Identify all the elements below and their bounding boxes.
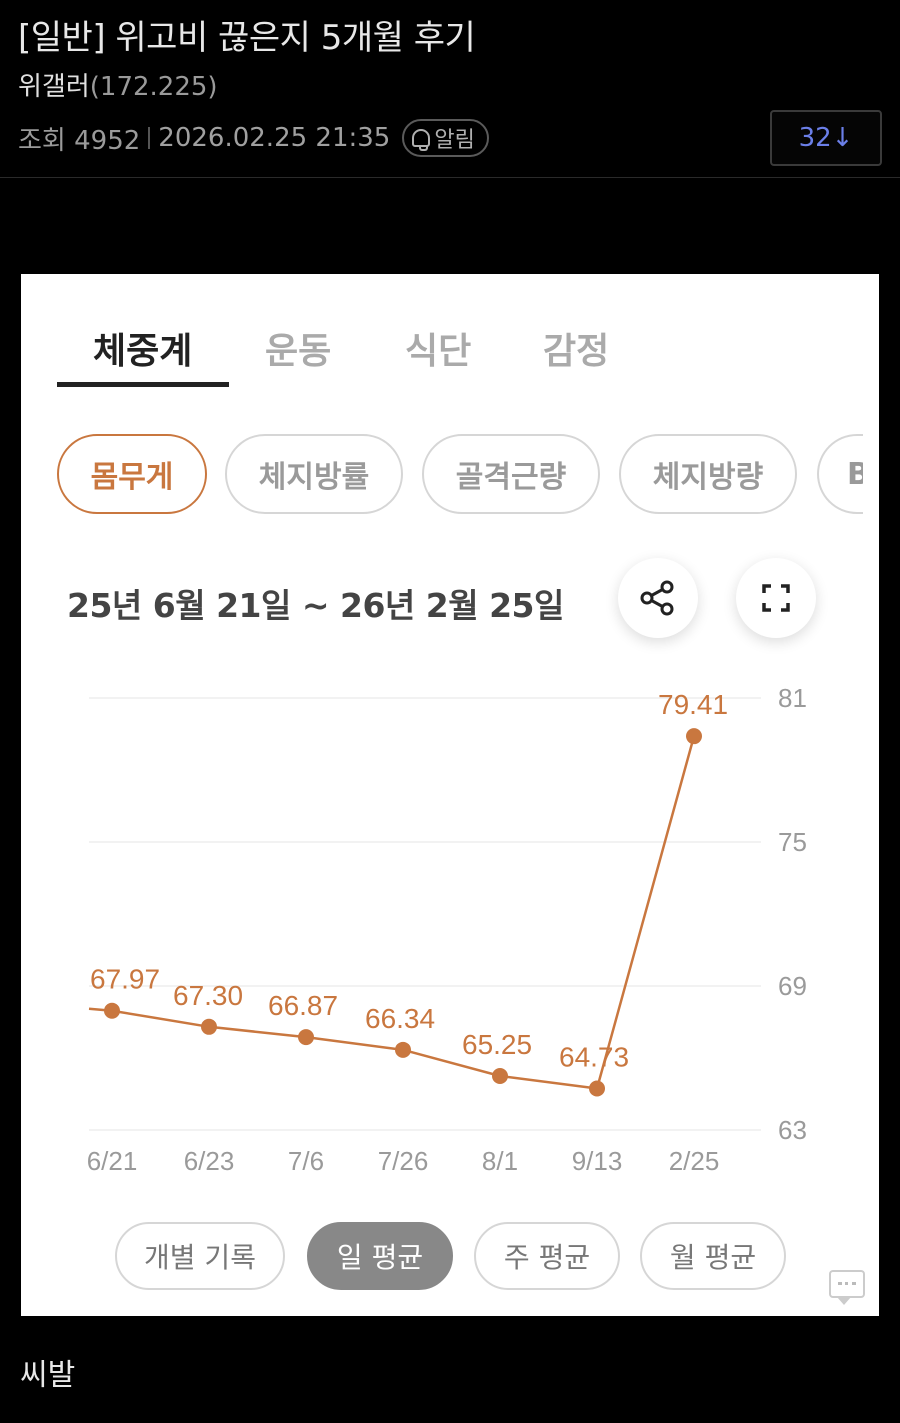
view-monthly-average[interactable]: 월 평균 [640,1222,786,1290]
x-tick-label: 7/6 [288,1146,324,1176]
data-point [492,1068,508,1084]
data-point [395,1041,411,1058]
series-line [88,735,696,1090]
y-tick-label: 75 [778,827,807,857]
author-ip: (172.225) [89,72,218,102]
x-tick-label: 8/1 [482,1146,518,1176]
x-tick-label: 7/26 [378,1146,429,1176]
weight-app-screenshot: 체중계 운동 식단 감정 몸무게 체지방률 골격근량 체지방량 B 25년 6월… [21,274,879,1316]
data-point [298,1029,314,1046]
share-icon [640,580,674,616]
chip-body-fat-mass[interactable]: 체지방량 [619,434,797,514]
data-label: 67.97 [90,964,160,995]
data-point [201,1018,217,1035]
data-label: 65.25 [462,1029,532,1060]
view-weekly-average[interactable]: 주 평균 [474,1222,620,1290]
post-body: 씨발 [20,1358,76,1393]
data-point [104,1002,120,1019]
fullscreen-button[interactable] [736,558,816,638]
view-count: 조회 4952 [18,125,141,156]
data-point [589,1080,605,1097]
chip-weight[interactable]: 몸무게 [57,434,207,514]
tab-scale[interactable]: 체중계 [93,331,193,372]
message-icon[interactable] [829,1270,865,1305]
view-daily-average[interactable]: 일 평균 [307,1222,453,1290]
share-button[interactable] [618,558,698,638]
chip-bmi-partial[interactable]: B [817,434,863,514]
x-tick-label: 6/21 [87,1146,138,1176]
tab-diet[interactable]: 식단 [405,331,472,372]
post-author[interactable]: 위갤러(172.225) [18,66,218,103]
chip-skeletal-muscle[interactable]: 골격근량 [422,434,600,514]
data-label: 66.87 [268,990,338,1021]
bell-icon [412,129,431,151]
y-tick-label: 81 [778,683,807,713]
y-tick-label: 69 [778,971,807,1001]
active-tab-indicator [57,382,229,387]
comment-count-button[interactable]: 32↓ [770,110,882,166]
y-tick-label: 63 [778,1115,807,1145]
notify-label: 알림 [434,128,475,153]
meta-divider [148,127,151,149]
tab-emotion[interactable]: 감정 [543,331,610,372]
data-label: 67.30 [173,980,243,1011]
author-name[interactable]: 위갤러 [18,72,90,102]
post-header: [일반] 위고비 끊은지 5개월 후기 위갤러(172.225) 조회 4952… [0,0,900,178]
x-tick-label: 6/23 [184,1146,235,1176]
chip-body-fat-rate[interactable]: 체지방률 [225,434,403,514]
fullscreen-icon [762,584,790,612]
x-tick-label: 9/13 [572,1146,623,1176]
view-individual-records[interactable]: 개별 기록 [115,1222,285,1290]
post-meta: 조회 4952 2026.02.25 21:35 알림 [18,119,489,157]
data-label: 79.41 [658,689,728,720]
post-timestamp: 2026.02.25 21:35 [158,123,391,153]
date-range: 25년 6월 21일 ~ 26년 2월 25일 [67,586,564,625]
tab-exercise[interactable]: 운동 [265,331,332,372]
weight-line-chart: 81 75 69 63 67.97 67.30 66.87 66.34 65.25 64.73 79… [87,683,807,1176]
x-tick-label: 2/25 [669,1146,720,1176]
post-title: [일반] 위고비 끊은지 5개월 후기 [18,18,476,58]
app-tabs: 체중계 운동 식단 감정 [21,274,879,390]
data-point [686,728,702,745]
data-label: 64.73 [559,1041,629,1072]
notify-button[interactable]: 알림 [402,119,489,157]
data-label: 66.34 [365,1003,435,1034]
